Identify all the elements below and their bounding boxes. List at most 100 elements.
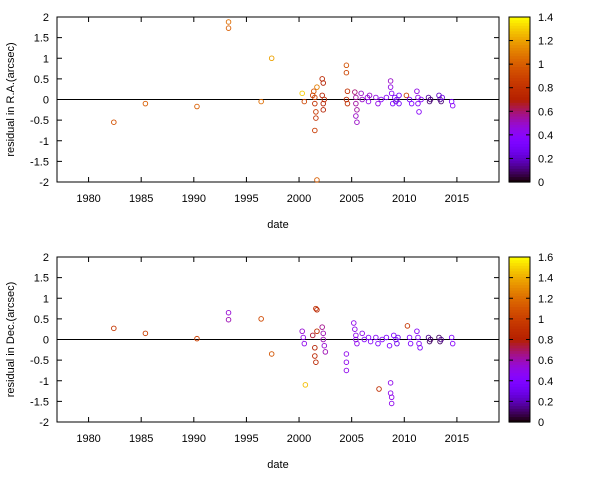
data-point [314,177,320,183]
data-point [383,94,390,101]
data-point [320,107,327,113]
colorbar-strip [509,314,530,319]
colorbar-strip [509,149,530,153]
colorbar-tick-label: 0 [538,417,544,429]
colorbar-strip [509,129,530,134]
data-point [415,100,421,107]
data-point [403,92,410,99]
colorbar-strip [509,88,530,92]
data-point [417,345,423,351]
data-point [375,340,381,347]
colorbar-tick-label: 1.4 [538,12,553,24]
data-point [366,92,373,99]
ra-residual-panel: 1980 1985 1990 1995 2000 2005 2010 2015-2-1.5-1… [5,12,553,231]
data-point [111,325,117,332]
colorbar-tick-label: 1 [538,59,544,71]
data-point [313,109,319,115]
data-point [353,100,359,107]
data-point [343,359,350,365]
data-point [353,94,359,101]
colorbar-strip [509,22,530,26]
data-point [395,334,401,341]
y-tick-label: -2 [39,417,49,429]
colorbar-strip [509,259,530,264]
data-point [438,336,444,343]
colorbar-strip [509,41,530,46]
colorbar-strip [509,17,530,21]
colorbar-strip [509,386,530,390]
data-point [365,334,372,341]
colorbar-strip [509,160,530,164]
colorbar-strip [509,367,530,371]
colorbar-strip [509,55,530,59]
colorbar-strip [509,30,530,35]
x-tick-label: 1980 [76,193,100,205]
colorbar-strip [509,121,530,125]
colorbar-strip [509,80,530,84]
colorbar-strip [509,107,530,112]
data-point [312,127,318,134]
data-point [299,90,305,97]
y-tick-label: 1.5 [34,33,49,45]
colorbar-strip [509,378,530,382]
colorbar-strip [509,85,530,90]
colorbar-strip [509,394,530,398]
colorbar-strip [509,118,530,123]
colorbar-strip [509,400,530,404]
colorbar-strip [509,416,530,420]
x-tick-label: 2015 [445,193,469,205]
data-point [300,334,307,341]
colorbar-strip [509,303,530,308]
data-point [352,89,358,95]
data-point [321,342,328,349]
colorbar-strip [509,411,530,415]
x-tick-label: 2010 [392,193,416,205]
colorbar-strip [509,162,530,167]
y-tick-label: -0.5 [30,115,49,127]
x-tick-label: 1995 [234,433,258,445]
colorbar-strip [509,339,530,343]
colorbar-strip [509,317,530,321]
colorbar-strip [509,83,530,87]
data-point [449,340,456,347]
colorbar-strip [509,312,530,316]
data-point [396,92,402,99]
data-point [314,328,320,335]
data-point [449,102,456,109]
colorbar-strip [509,292,530,297]
colorbar-tick-label: 0.8 [538,335,553,347]
data-point [142,100,149,107]
colorbar-strip [509,96,530,101]
colorbar-strip [509,176,530,180]
data-point [301,340,308,347]
data-point [388,400,395,407]
colorbar-strip [509,135,530,139]
colorbar-tick-label: 0.2 [538,153,553,165]
x-tick-label: 1990 [182,433,206,445]
colorbar-strip [509,74,530,79]
colorbar-strip [509,173,530,178]
colorbar-strip [509,405,530,409]
colorbar-strip [509,124,530,128]
data-point [404,323,411,329]
colorbar-strip [509,328,530,332]
data-point [194,103,200,110]
data-point [388,394,395,401]
colorbar-strip [509,257,530,261]
y-tick-label: -1.5 [30,396,49,408]
x-tick-label: 2000 [287,433,311,445]
colorbar-strip [509,356,530,360]
data-point [320,330,327,337]
colorbar-strip [509,127,530,131]
colorbar-strip [509,36,530,40]
colorbar-strip [509,132,530,136]
colorbar-strip [509,165,530,169]
y-tick-label: 0 [43,95,49,107]
colorbar-strip [509,383,530,387]
data-point [415,334,421,341]
data-point [359,96,365,103]
colorbar-frame [508,16,531,183]
colorbar-strip [509,295,530,299]
x-axis-label: date [267,219,288,231]
